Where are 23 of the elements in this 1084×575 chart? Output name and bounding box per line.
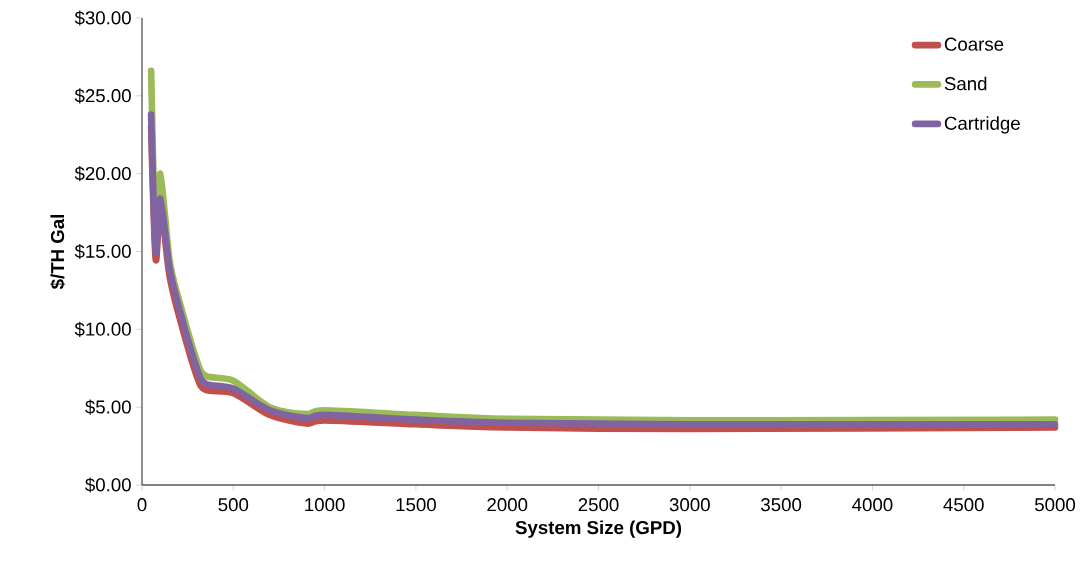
x-tick-label: 4500 <box>943 498 984 512</box>
x-tick-label: 2500 <box>578 498 619 512</box>
y-tick-label: $5.00 <box>85 399 131 415</box>
legend-label: Cartridge <box>944 116 1020 134</box>
y-tick-label: $0.00 <box>85 477 131 493</box>
x-axis-title: System Size (GPD) <box>515 520 682 538</box>
y-tick-label: $10.00 <box>74 321 131 337</box>
x-tick-label: 4000 <box>852 498 893 512</box>
x-tick-label: 0 <box>137 498 147 512</box>
x-tick-label: 3000 <box>669 498 710 512</box>
y-axis-title: $/TH Gal <box>50 214 66 290</box>
legend-label: Sand <box>944 76 987 91</box>
y-tick-label: $20.00 <box>74 166 131 182</box>
legend-label: Coarse <box>944 37 1004 51</box>
x-tick-label: 500 <box>218 498 249 512</box>
x-tick-label: 5000 <box>1035 498 1076 512</box>
x-tick-label: 1000 <box>305 498 345 512</box>
x-tick-label: 3500 <box>761 498 802 512</box>
y-tick-label: $25.00 <box>74 88 131 104</box>
x-tick-label: 2000 <box>487 498 528 512</box>
y-tick-label: $30.00 <box>74 10 131 26</box>
x-tick-label: 1500 <box>396 498 436 512</box>
y-tick-label: $15.00 <box>74 243 131 260</box>
